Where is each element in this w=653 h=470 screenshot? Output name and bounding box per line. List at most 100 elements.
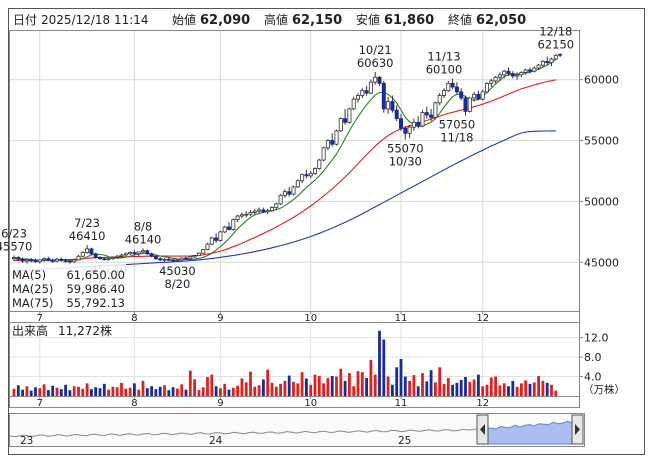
candle-body xyxy=(80,252,85,257)
candle xyxy=(239,212,244,219)
volume-bar xyxy=(141,380,145,396)
candle xyxy=(308,171,313,179)
volume-bar xyxy=(386,376,390,396)
volume-grid xyxy=(10,323,579,396)
volume-bar xyxy=(29,390,33,396)
candle-body xyxy=(480,91,485,100)
candle-body xyxy=(429,114,434,118)
candle xyxy=(222,225,227,234)
volume-bar xyxy=(373,374,377,396)
candle xyxy=(532,66,537,73)
candle-body xyxy=(33,260,38,263)
volume-bar xyxy=(279,383,282,396)
candle-body xyxy=(300,174,305,182)
month-axis-band xyxy=(9,311,580,323)
annotation-text: 6/23 xyxy=(1,226,27,240)
volume-bar xyxy=(360,372,364,396)
candle xyxy=(226,222,231,231)
candle xyxy=(489,78,494,87)
annotation-text: 60100 xyxy=(426,62,463,76)
candle-body xyxy=(536,64,541,69)
volume-bar xyxy=(520,383,523,396)
candle xyxy=(24,258,29,264)
volume-bar xyxy=(72,386,76,396)
month-tick-label: 7 xyxy=(37,398,43,409)
candle-body xyxy=(454,86,459,93)
candle-body xyxy=(128,252,133,255)
candle xyxy=(153,255,158,260)
candle xyxy=(63,258,68,263)
volume-bar xyxy=(244,382,248,396)
volume-bar xyxy=(412,375,416,396)
candle-body xyxy=(196,252,201,257)
candle-body xyxy=(484,82,489,93)
candle-body xyxy=(278,194,283,205)
annotation-text: 57050 xyxy=(439,118,476,132)
candle-body xyxy=(16,257,21,260)
volume-bar xyxy=(167,390,171,396)
candle xyxy=(467,96,472,113)
volume-bar xyxy=(77,386,80,396)
candle xyxy=(433,101,438,119)
candle-body xyxy=(558,53,563,56)
candle xyxy=(441,88,446,98)
candle-body xyxy=(136,251,141,255)
candle-body xyxy=(63,260,68,262)
volume-bar xyxy=(416,386,420,396)
candle-body xyxy=(231,219,236,230)
candle xyxy=(390,95,395,113)
candle xyxy=(274,202,279,210)
volume-bar xyxy=(262,379,265,396)
volume-bar xyxy=(550,384,553,396)
annotation-text: 7/23 xyxy=(74,216,100,230)
candle-body xyxy=(72,259,77,263)
volume-bar xyxy=(317,376,321,396)
volume-bar xyxy=(214,386,218,396)
volume-bar xyxy=(158,386,162,396)
candle-body xyxy=(381,82,386,110)
volume-bar xyxy=(494,376,497,396)
volume-bar xyxy=(206,377,209,396)
candle-body xyxy=(338,118,343,132)
candle-body xyxy=(153,255,158,260)
volume-bar xyxy=(266,369,270,396)
candle-body xyxy=(364,90,369,94)
overview-price-line xyxy=(9,428,483,438)
candle xyxy=(209,236,214,246)
candle-body xyxy=(205,243,210,250)
close-value: 62,050 xyxy=(476,13,526,28)
candlesticks xyxy=(11,53,563,264)
candle-body xyxy=(20,258,25,262)
scroll-handle-right[interactable] xyxy=(571,414,584,445)
volume-bar xyxy=(343,380,347,396)
volume-bar xyxy=(524,380,528,396)
candle-body xyxy=(515,74,520,77)
candle xyxy=(321,146,326,162)
volume-bar xyxy=(421,373,424,396)
volume-bar xyxy=(554,390,558,396)
volume-bar xyxy=(38,388,42,396)
range-scrollbar[interactable]: 23 24 25 xyxy=(9,413,585,448)
candle xyxy=(55,258,60,263)
candle-body xyxy=(85,248,90,253)
candle-body xyxy=(295,180,300,188)
volume-bar xyxy=(227,389,231,396)
scroll-label-23: 23 xyxy=(20,435,33,447)
candle-body xyxy=(476,93,481,100)
volume-bar xyxy=(253,386,257,396)
scroll-label-24: 24 xyxy=(209,435,223,447)
candle xyxy=(196,252,201,257)
volume-bar xyxy=(120,382,123,396)
volume-bar xyxy=(446,377,450,396)
candle xyxy=(265,208,270,215)
scroll-handle-left[interactable] xyxy=(476,414,489,445)
candle xyxy=(158,257,163,262)
ma5-legend-value: 61,650.00 xyxy=(66,268,125,282)
month-tick-label: 12 xyxy=(476,313,489,324)
volume-bar xyxy=(399,359,403,396)
volume-bar xyxy=(365,377,368,396)
candle xyxy=(33,258,38,263)
volume-bar xyxy=(270,382,274,396)
